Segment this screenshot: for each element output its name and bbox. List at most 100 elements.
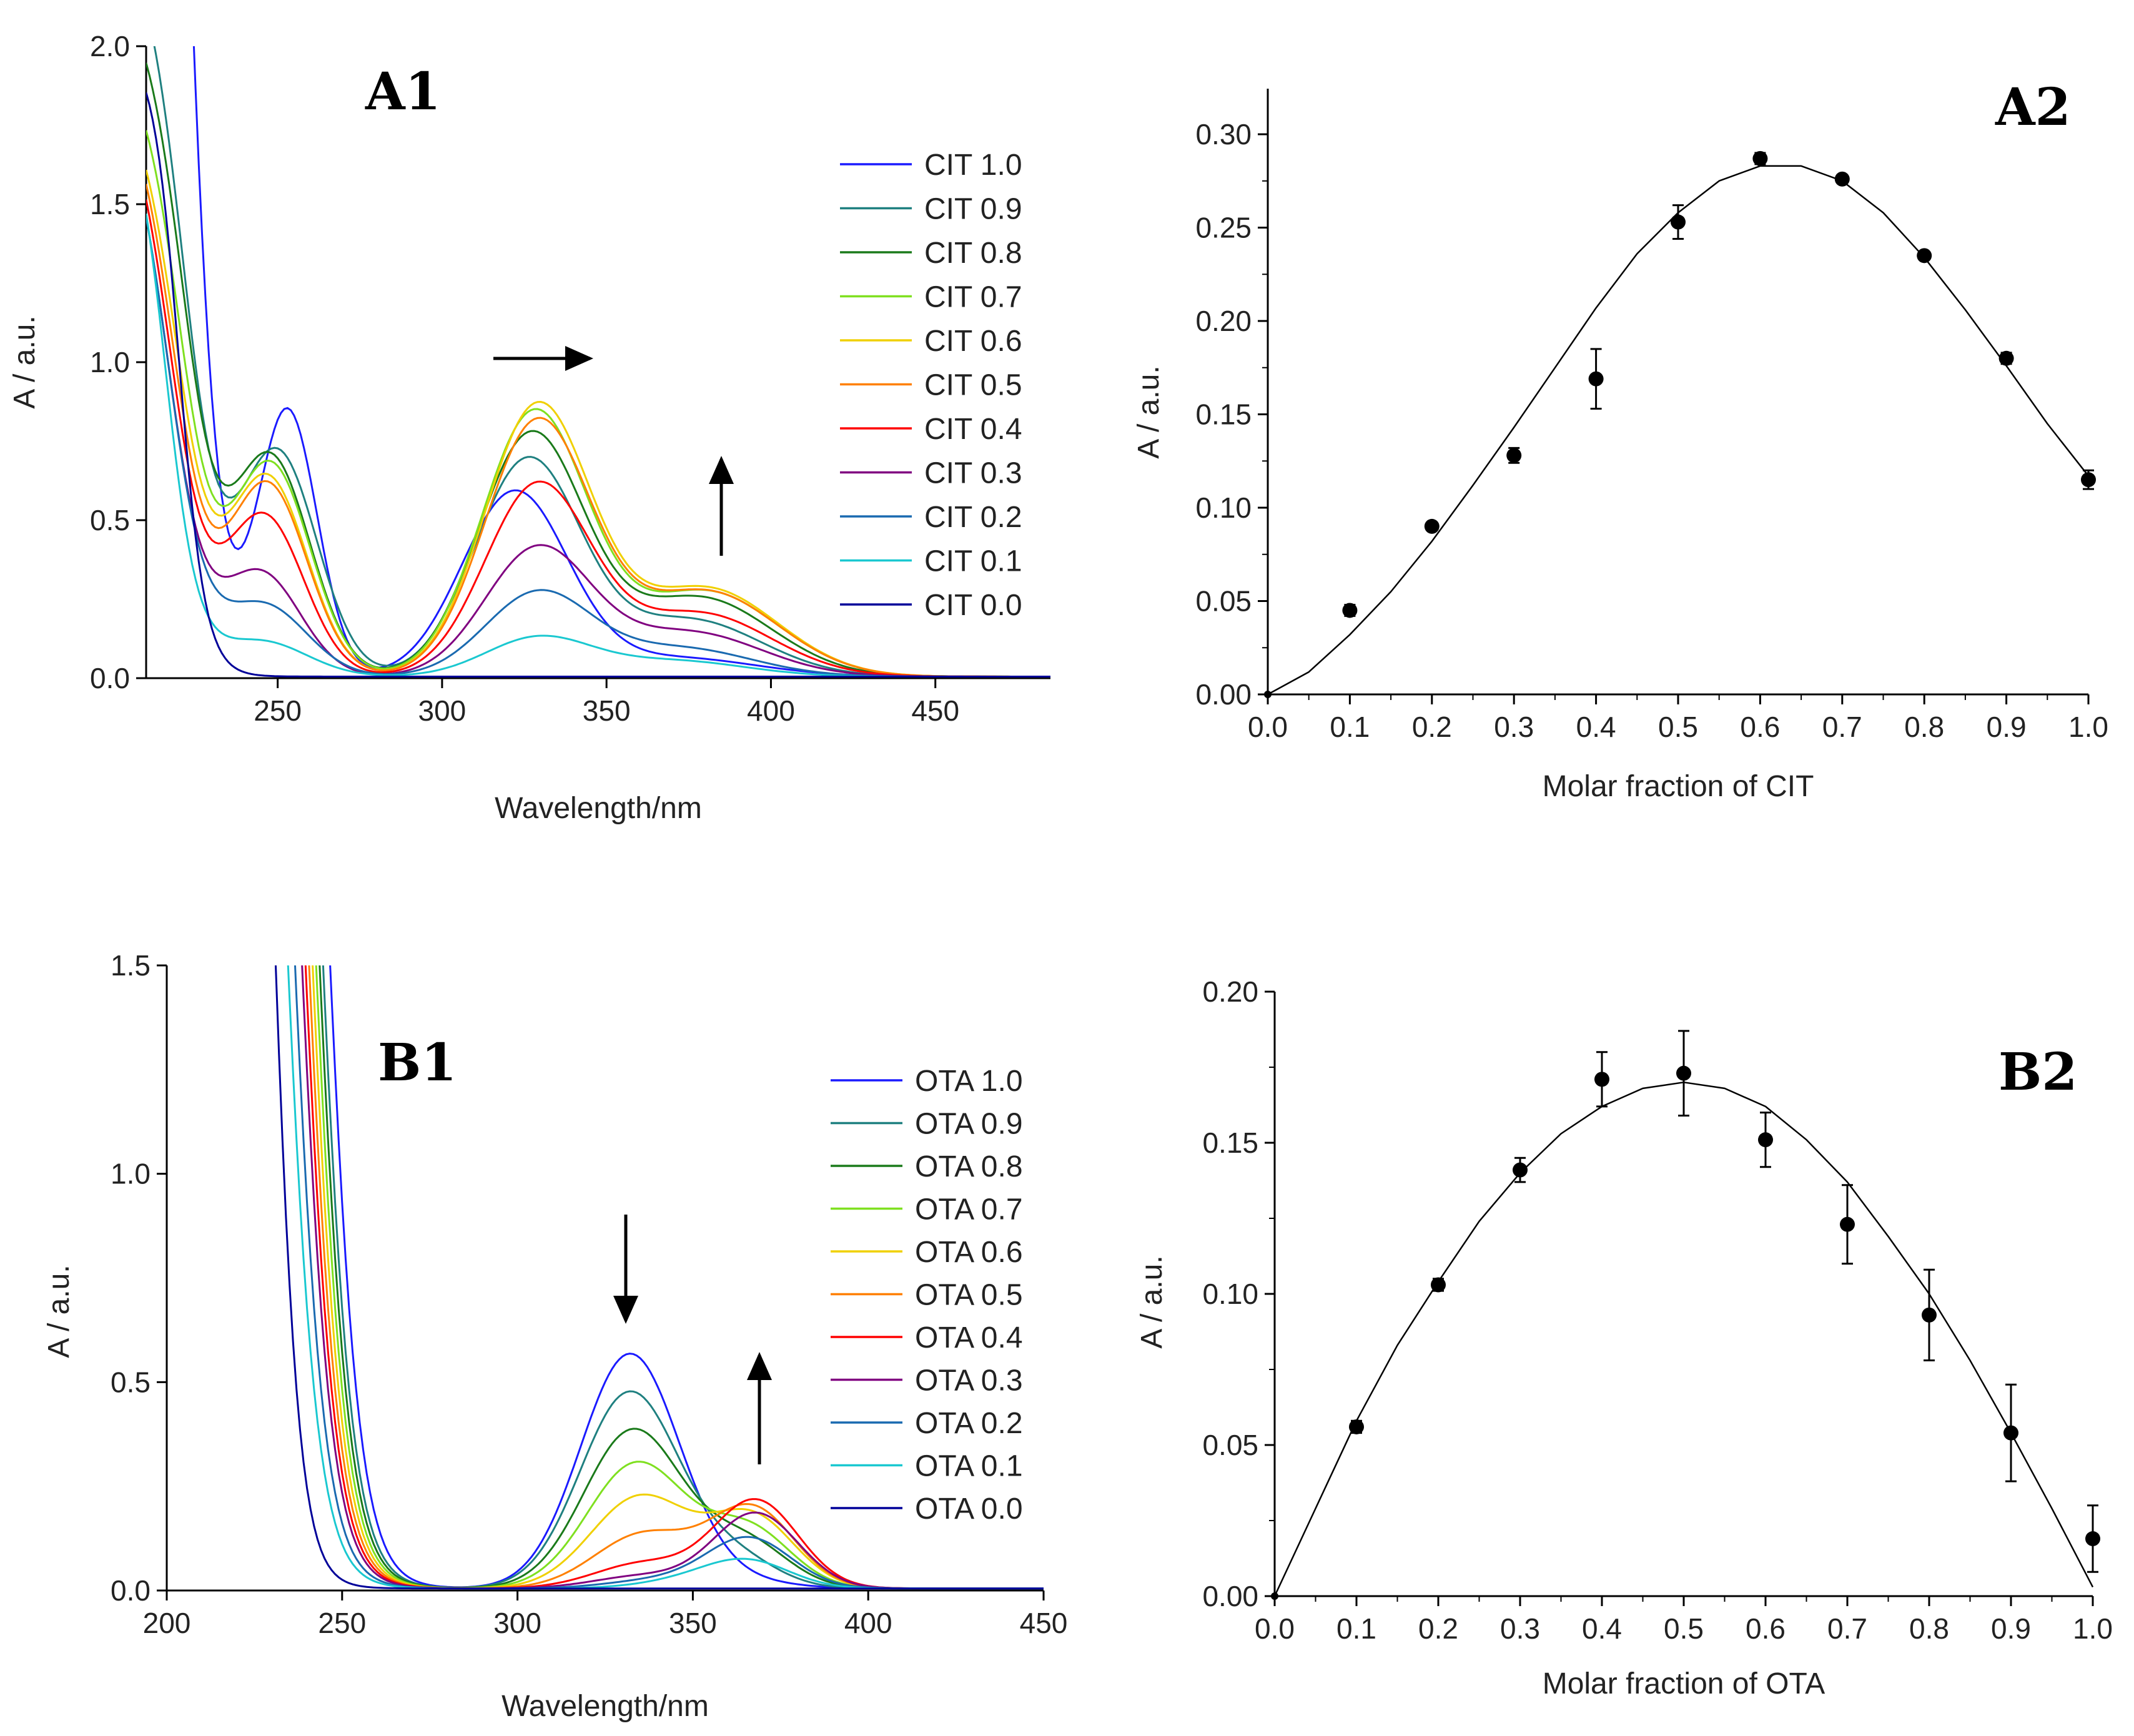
y-tick-label: 0.00	[1202, 1580, 1258, 1612]
x-tick-label: 0.1	[1336, 1612, 1376, 1645]
y-tick-label: 2.0	[90, 30, 130, 62]
y-tick-label: 0.20	[1202, 975, 1258, 1008]
x-tick-label: 0.3	[1500, 1612, 1540, 1645]
spectrum-line-cit-0-8	[146, 62, 1050, 678]
x-tick-label: 0.6	[1740, 711, 1780, 743]
data-point	[2085, 1531, 2100, 1547]
panel-b2-ota-job-plot: 0.0 0.1 0.2 0.3 0.4 0.5 0.6 0.7 0.8 0.9 1.0 0.00 0.0…	[1135, 975, 2113, 1700]
x-tick-label: 1.0	[2068, 711, 2108, 743]
data-point	[1588, 371, 1604, 387]
x-tick-label: 0.8	[1909, 1612, 1949, 1645]
x-tick-label: 0.8	[1904, 711, 1944, 743]
legend-label: CIT 0.0	[924, 589, 1022, 622]
spectrum-line-cit-0-0	[146, 92, 1050, 678]
data-point	[1264, 691, 1272, 698]
y-tick-label: 0.05	[1195, 585, 1252, 618]
data-point	[1431, 1277, 1446, 1293]
legend-label: OTA 0.5	[915, 1279, 1023, 1312]
x-tick-label: 0.4	[1576, 711, 1616, 743]
spectrum-line-cit-0-7	[146, 130, 1050, 678]
y-axis-label: A / a.u.	[1135, 1255, 1168, 1348]
panel-a2-cit-job-plot: 0.0 0.1 0.2 0.3 0.4 0.5 0.6 0.7 0.8 0.9 1.0 0.00 0.0…	[1132, 89, 2108, 803]
data-point	[1594, 1072, 1609, 1087]
legend-label: CIT 0.5	[924, 369, 1022, 402]
spectrum-line-cit-0-5	[146, 184, 1050, 678]
x-tick-label: 1.0	[2073, 1612, 2113, 1645]
legend-label: OTA 0.6	[915, 1236, 1023, 1269]
x-tick-label: 0.0	[1255, 1612, 1295, 1645]
annotation-arrows	[493, 346, 772, 1464]
y-tick-label: 0.5	[90, 504, 130, 536]
fit-curve	[1267, 165, 2089, 696]
spectrum-line-ota-0-5	[308, 965, 1044, 1590]
x-tick-label: 0.5	[1664, 1612, 1704, 1645]
legend-label: OTA 0.7	[915, 1193, 1023, 1226]
spectrum-line-ota-0-3	[301, 965, 1044, 1590]
x-tick-label: 0.2	[1418, 1612, 1458, 1645]
legend-label: CIT 0.3	[924, 457, 1022, 490]
x-tick-label: 450	[911, 694, 959, 727]
panel-label-b2: B2	[1998, 1042, 2077, 1102]
x-axis-label: Molar fraction of OTA	[1543, 1667, 1825, 1700]
legend-label: OTA 0.8	[915, 1150, 1023, 1183]
x-tick-label: 0.9	[1987, 711, 2027, 743]
legend-label: CIT 0.6	[924, 325, 1022, 358]
data-point	[1676, 1065, 1691, 1081]
x-tick-label: 300	[418, 694, 467, 727]
x-tick-label: 0.5	[1658, 711, 1698, 743]
y-axis-label: A / a.u.	[8, 315, 41, 408]
legend-label: OTA 1.0	[915, 1065, 1023, 1098]
data-point	[1758, 1132, 1773, 1148]
x-tick-label: 300	[493, 1607, 541, 1639]
legend-label: CIT 1.0	[924, 149, 1022, 182]
spectrum-line-cit-0-9	[153, 46, 1050, 678]
legend-label: OTA 0.1	[915, 1450, 1023, 1483]
y-tick-label: 0.0	[111, 1574, 151, 1607]
legend-label: OTA 0.4	[915, 1321, 1023, 1354]
legend-label: OTA 0.9	[915, 1108, 1023, 1141]
spectrum-line-ota-0-7	[315, 965, 1044, 1590]
x-tick-label: 450	[1020, 1607, 1068, 1639]
spectrum-line-cit-0-4	[146, 199, 1050, 678]
data-point	[1271, 1592, 1278, 1600]
x-axis-label: Wavelength/nm	[501, 1690, 709, 1723]
x-tick-label: 400	[747, 694, 795, 727]
data-point	[1840, 1216, 1855, 1232]
spectrum-line-cit-0-1	[146, 213, 1050, 678]
y-tick-label: 0.20	[1195, 305, 1252, 337]
legend-label: CIT 0.4	[924, 413, 1022, 446]
data-point	[1917, 248, 1932, 264]
legend-label: OTA 0.0	[915, 1492, 1023, 1526]
spectra-curves	[274, 965, 1044, 1590]
y-tick-label: 1.0	[111, 1158, 151, 1190]
x-tick-label: 0.9	[1991, 1612, 2031, 1645]
x-tick-label: 0.4	[1582, 1612, 1622, 1645]
y-tick-label: 0.05	[1202, 1429, 1258, 1461]
x-tick-label: 350	[583, 694, 631, 727]
x-tick-label: 0.3	[1494, 711, 1534, 743]
spectrum-line-ota-0-9	[322, 965, 1044, 1590]
y-tick-label: 0.15	[1202, 1127, 1258, 1159]
spectrum-line-ota-0-4	[304, 965, 1044, 1590]
y-tick-label: 0.25	[1195, 212, 1252, 244]
panel-label-a2: A2	[1995, 77, 2071, 137]
y-tick-label: 0.15	[1195, 398, 1252, 431]
data-point	[1752, 150, 1768, 166]
y-tick-label: 1.5	[90, 188, 130, 220]
x-tick-label: 250	[254, 694, 302, 727]
legend-label: CIT 0.8	[924, 237, 1022, 270]
legend-label: OTA 0.2	[915, 1407, 1023, 1440]
y-tick-label: 0.10	[1195, 491, 1252, 524]
data-point	[1349, 1419, 1364, 1434]
fit-curve	[1273, 1081, 2094, 1597]
y-axis-label: A / a.u.	[42, 1265, 76, 1358]
spectrum-line-ota-0-6	[312, 965, 1044, 1590]
x-tick-label: 250	[318, 1607, 366, 1639]
legend-label: CIT 0.2	[924, 501, 1022, 534]
x-tick-label: 400	[844, 1607, 892, 1639]
legend-label: OTA 0.3	[915, 1364, 1023, 1398]
spectrum-line-ota-0-1	[287, 965, 1044, 1590]
spectrum-line-ota-1-0	[329, 965, 1044, 1590]
y-tick-label: 0.00	[1195, 678, 1252, 711]
y-tick-label: 0.30	[1195, 118, 1252, 150]
